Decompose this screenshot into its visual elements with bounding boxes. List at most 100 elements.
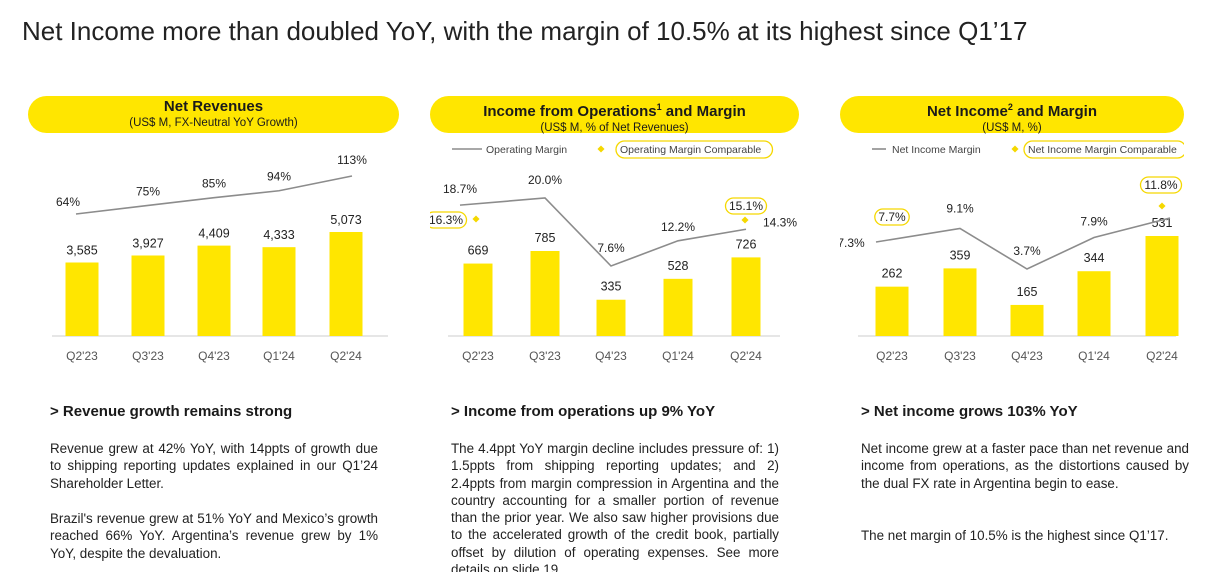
bar-Q2'23	[65, 262, 99, 336]
margin-line	[459, 197, 747, 267]
x-tick-label: Q4'23	[595, 349, 627, 363]
line-value-label: 75%	[136, 184, 160, 198]
bar-value-label: 3,927	[132, 236, 163, 250]
margin-line	[875, 217, 1171, 270]
bar-value-label: 165	[1017, 285, 1038, 299]
net-income-title-rest: and Margin	[1012, 103, 1098, 120]
comparable-value-label: 15.1%	[729, 199, 763, 213]
bar-value-label: 669	[468, 244, 489, 258]
bar-value-label: 5,073	[330, 213, 361, 227]
bar-value-label: 359	[950, 248, 971, 262]
line-value-label: 3.7%	[1013, 244, 1041, 258]
net-income-subtitle: (US$ M, %)	[982, 122, 1042, 134]
x-tick-label: Q1'24	[662, 349, 694, 363]
comparable-marker	[1158, 202, 1166, 210]
bar-Q2'23	[463, 263, 493, 336]
x-tick-label: Q1'24	[263, 349, 295, 363]
x-tick-label: Q3'23	[944, 349, 976, 363]
line-value-label: 64%	[56, 195, 80, 209]
legend-comparable-pill	[1023, 140, 1184, 159]
line-value-label: 7.6%	[597, 241, 625, 255]
revenue-section-title: > Revenue growth remains strong	[50, 403, 293, 420]
revenue-paragraph-2: Brazil's revenue grew at 51% YoY and Mex…	[50, 511, 378, 561]
comparable-label-pill	[874, 208, 910, 226]
legend-label: Net Income Margin Comparable	[1028, 144, 1177, 156]
bar-value-label: 726	[736, 237, 757, 251]
page-headline: Net Income more than doubled YoY, with t…	[22, 16, 1028, 46]
bar-Q4'23	[197, 245, 231, 336]
income-ops-paragraph: The 4.4ppt YoY margin decline includes p…	[451, 441, 779, 572]
bar-value-label: 262	[882, 267, 903, 281]
line-value-label: 94%	[267, 170, 291, 184]
bar-Q3'23	[530, 251, 560, 336]
x-tick-label: Q2'23	[66, 349, 98, 363]
margin-line	[75, 175, 353, 215]
bar-Q2'24	[1145, 236, 1179, 336]
revenue-paragraph-1: Revenue grew at 42% YoY, with 14ppts of …	[50, 441, 378, 491]
net-income-paragraph-2: The net margin of 10.5% is the highest s…	[861, 528, 1169, 543]
legend-label: Net Income Margin	[892, 144, 981, 156]
comparable-label-pill	[430, 211, 468, 229]
x-tick-label: Q2'24	[1146, 349, 1178, 363]
income-ops-title: Income from Operations	[483, 103, 657, 120]
bar-Q4'23	[596, 299, 626, 336]
bar-Q1'24	[262, 247, 296, 336]
legend-comparable-pill	[615, 140, 774, 159]
income-ops-header: Income from Operations1 and Margin (US$ …	[430, 96, 799, 134]
x-tick-label: Q4'23	[1011, 349, 1043, 363]
bar-value-label: 4,409	[198, 227, 229, 241]
net-revenues-title: Net Revenues	[163, 98, 264, 115]
bar-value-label: 785	[535, 231, 556, 245]
bar-Q2'24	[329, 232, 363, 336]
footnote-marker-1: 1	[656, 102, 662, 112]
bar-value-label: 3,585	[66, 244, 97, 258]
bar-Q2'23	[875, 286, 909, 336]
line-value-label: 18.7%	[443, 182, 477, 196]
bar-Q3'23	[943, 268, 977, 336]
x-tick-label: Q3'23	[529, 349, 561, 363]
net-income-header: Net Income2 and Margin (US$ M, %)	[840, 96, 1184, 134]
comparable-label-pill	[724, 197, 768, 215]
bar-value-label: 335	[601, 280, 622, 294]
legend-label: Operating Margin	[486, 144, 567, 156]
legend-marker-swatch	[597, 145, 605, 153]
income-ops-chart: 669 Q2'23 785 Q3'23 335 Q4'23 528 Q1'24 726 Q2'24…	[430, 140, 797, 363]
net-income-section-title: > Net income grows 103% YoY	[861, 403, 1078, 420]
bar-Q4'23	[1010, 304, 1044, 336]
x-tick-label: Q2'24	[330, 349, 362, 363]
line-value-label: 7.9%	[1080, 215, 1108, 229]
x-tick-label: Q3'23	[132, 349, 164, 363]
legend-marker-swatch	[1011, 145, 1019, 153]
net-revenues-header: Net Revenues (US$ M, FX-Neutral YoY Grow…	[28, 96, 399, 133]
comparable-label-pill	[1139, 176, 1183, 194]
footnote-marker-2: 2	[1007, 102, 1013, 112]
income-ops-subtitle: (US$ M, % of Net Revenues)	[540, 122, 689, 134]
bar-value-label: 344	[1084, 251, 1105, 265]
bar-Q1'24	[1077, 271, 1111, 336]
line-value-label: 12.2%	[661, 220, 695, 234]
comparable-value-label: 7.7%	[878, 210, 906, 224]
bar-Q3'23	[131, 255, 165, 336]
net-revenues-subtitle: (US$ M, FX-Neutral YoY Growth)	[129, 117, 298, 129]
line-value-label: 9.1%	[946, 202, 974, 216]
line-value-label: 85%	[202, 177, 226, 191]
net-income-paragraph-1: Net income grew at a faster pace than ne…	[861, 441, 1189, 491]
line-value-label: 113%	[337, 153, 367, 167]
x-tick-label: Q2'23	[876, 349, 908, 363]
comparable-value-label: 11.8%	[1144, 178, 1177, 192]
net-income-title: Net Income	[926, 103, 1008, 120]
x-tick-label: Q2'24	[730, 349, 762, 363]
line-value-label: 14.3%	[763, 215, 797, 229]
net-income-chart: 262Q2'23359Q3'23165Q4'23344Q1'24531Q2'24…	[840, 140, 1184, 363]
net-revenues-chart: 3,585 Q2'23 3,927 Q3'23 4,409 Q4'23 4,333 Q1'24…	[52, 153, 388, 363]
comparable-marker	[472, 215, 480, 223]
x-tick-label: Q2'23	[462, 349, 494, 363]
line-value-label: 20.0%	[528, 173, 562, 187]
x-tick-label: Q1'24	[1078, 349, 1110, 363]
income-ops-section-title: > Income from operations up 9% YoY	[451, 403, 716, 420]
bar-value-label: 4,333	[263, 228, 294, 242]
bar-Q2'24	[731, 257, 761, 336]
bar-value-label: 528	[668, 259, 689, 273]
income-ops-title-rest: and Margin	[661, 103, 746, 120]
comparable-marker	[741, 216, 749, 224]
